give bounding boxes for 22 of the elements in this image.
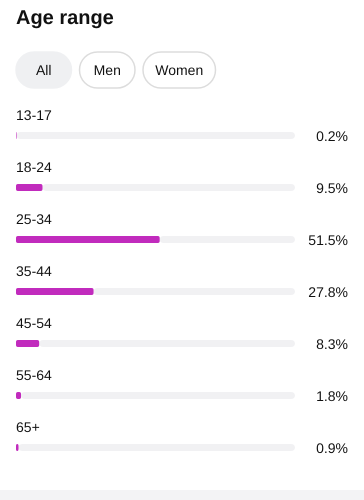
y-tick-label: 13-17	[16, 107, 52, 123]
chart-title: Age range	[16, 7, 114, 29]
filter-button: All	[15, 51, 72, 89]
data-label: 0.9%	[316, 440, 348, 456]
data-label: 27.8%	[308, 284, 348, 300]
y-tick-label: 18-24	[16, 159, 52, 175]
filter-button: Men	[78, 51, 136, 89]
y-tick-label: 35-44	[16, 263, 52, 279]
y-tick-label: 55-64	[16, 367, 52, 383]
data-label: 0.2%	[316, 128, 348, 144]
data-label: 1.8%	[316, 388, 348, 404]
bar	[16, 340, 40, 347]
y-tick-label: 45-54	[16, 315, 52, 331]
data-label: 51.5%	[308, 232, 348, 248]
filter-button: Women	[142, 51, 216, 89]
bar	[16, 392, 22, 399]
data-label: 8.3%	[316, 336, 348, 352]
y-tick-label: 25-34	[16, 211, 52, 227]
y-tick-label: 65+	[16, 419, 40, 435]
data-label: 9.5%	[316, 180, 348, 196]
bar	[16, 184, 43, 191]
bar	[16, 444, 19, 451]
